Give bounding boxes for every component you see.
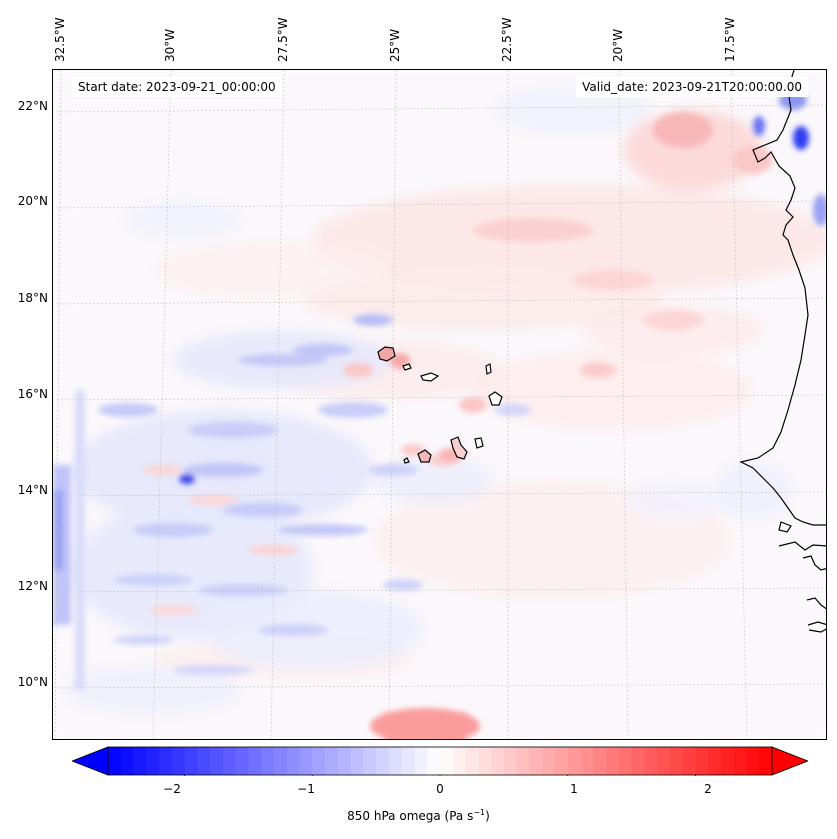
lon-label-22-5w: 22.5°W [500, 17, 514, 62]
start-date-label: Start date: 2023-09-21_00:00:00 [72, 77, 282, 97]
colorbar-segment [542, 747, 556, 775]
colorbar-segment [759, 747, 773, 775]
colorbar-segment [618, 747, 633, 775]
lat-label-20n: 20°N [17, 194, 48, 208]
lon-label-30w: 30°W [163, 28, 177, 62]
colorbar-segment [516, 747, 530, 775]
omega-features [53, 90, 826, 739]
colorbar-tick-label-2: 2 [704, 782, 712, 796]
colorbar-segment [133, 747, 147, 775]
colorbar-segment [299, 747, 313, 775]
colorbar-segment [286, 747, 301, 775]
colorbar-segment [235, 747, 249, 775]
colorbar-segment [108, 747, 122, 775]
colorbar-segment [554, 747, 569, 775]
colorbar-segment [669, 747, 684, 775]
colorbar-segment [720, 747, 735, 775]
colorbar-segment [593, 747, 607, 775]
colorbar-segment [159, 747, 173, 775]
cape-verde-islands [377, 346, 503, 464]
lon-label-25w: 25°W [388, 28, 402, 62]
colorbar-segments [108, 747, 773, 775]
colorbar-segment [274, 747, 288, 775]
colorbar-segment [261, 747, 275, 775]
lat-label-22n: 22°N [17, 99, 48, 113]
colorbar-segment [695, 747, 709, 775]
colorbar-segment [657, 747, 671, 775]
colorbar-segment [337, 747, 352, 775]
colorbar-tick-label-minus1: −1 [297, 782, 315, 796]
colorbar-segment [222, 747, 237, 775]
colorbar-segment [184, 747, 198, 775]
colorbar-segment [363, 747, 377, 775]
colorbar-segment [580, 747, 594, 775]
colorbar-segment [708, 747, 722, 775]
colorbar-segment [312, 747, 326, 775]
colorbar-segment [452, 747, 467, 775]
lat-label-12n: 12°N [17, 579, 48, 593]
lon-label-17-5w: 17.5°W [723, 17, 737, 62]
colorbar-segment [733, 747, 747, 775]
colorbar-segment [682, 747, 696, 775]
colorbar-segment [491, 747, 505, 775]
colorbar-tick-label-1: 1 [570, 782, 578, 796]
colorbar-segment [478, 747, 492, 775]
lon-label-27-5w: 27.5°W [276, 17, 290, 62]
colorbar-segment [171, 747, 186, 775]
lon-label-32-5w: 32.5°W [53, 17, 67, 62]
colorbar-segment [440, 747, 454, 775]
lon-label-20w: 20°W [611, 28, 625, 62]
colorbar-label: 850 hPa omega (Pa s−1) [0, 808, 837, 823]
colorbar-segment [414, 747, 428, 775]
colorbar-segment [465, 747, 479, 775]
valid-date-label: Valid_date: 2023-09-21T20:00:00.00 [576, 77, 808, 97]
map-gridlines [53, 70, 826, 739]
colorbar-tick-label-minus2: −2 [163, 782, 181, 796]
colorbar-segment [567, 747, 581, 775]
colorbar-tick-marks [184, 775, 696, 776]
colorbar-segment [746, 747, 760, 775]
colorbar-tick-label-0: 0 [436, 782, 444, 796]
lat-label-14n: 14°N [17, 483, 48, 497]
lat-label-10n: 10°N [17, 675, 48, 689]
colorbar-segment [325, 747, 339, 775]
colorbar-segment [631, 747, 645, 775]
colorbar-label-text: 850 hPa omega (Pa s [347, 809, 474, 823]
colorbar-segment [376, 747, 390, 775]
colorbar-segment [210, 747, 224, 775]
omega-field-map [53, 70, 826, 739]
colorbar-segment [388, 747, 403, 775]
lat-label-18n: 18°N [17, 291, 48, 305]
colorbar-segment [503, 747, 518, 775]
colorbar-segment [120, 747, 135, 775]
colorbar-min-arrow [72, 746, 109, 776]
omega-shading [53, 70, 826, 739]
coastline [739, 70, 826, 633]
colorbar-max-arrow [771, 746, 808, 776]
map-panel: Start date: 2023-09-21_00:00:00 Valid_da… [52, 69, 827, 740]
colorbar-segment [146, 747, 160, 775]
colorbar-segment [350, 747, 364, 775]
colorbar-segment [606, 747, 620, 775]
colorbar-label-close: ) [485, 809, 490, 823]
colorbar-segment [644, 747, 658, 775]
colorbar-segment [529, 747, 543, 775]
colorbar-label-exponent: −1 [473, 808, 486, 817]
lat-label-16n: 16°N [17, 387, 48, 401]
colorbar-segment [427, 747, 441, 775]
colorbar-segment [248, 747, 262, 775]
colorbar-segment [401, 747, 415, 775]
colorbar [72, 746, 808, 776]
colorbar-segment [197, 747, 211, 775]
